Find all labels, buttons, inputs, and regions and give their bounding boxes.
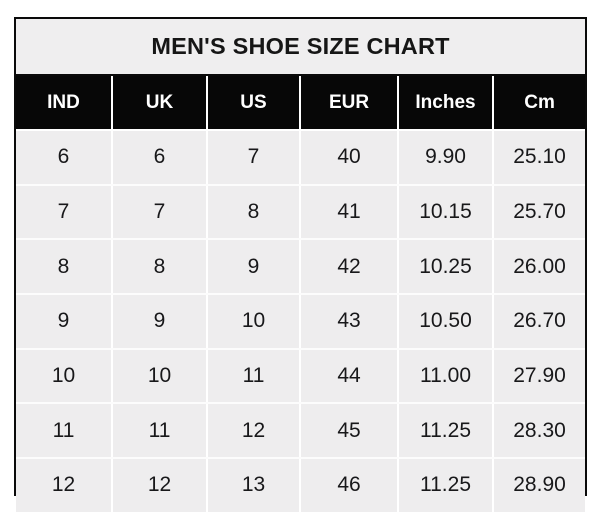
cell-us: 8: [207, 184, 301, 241]
table-row: 6 6 7 40 9.90 25.10: [16, 130, 586, 186]
cell-uk: 11: [112, 403, 208, 460]
cell-eur: 45: [300, 403, 399, 460]
table-row: 9 9 10 43 10.50 26.70: [16, 294, 586, 350]
cell-inches: 10.25: [398, 239, 494, 296]
cell-eur: 46: [300, 458, 399, 512]
table-row: 7 7 8 41 10.15 25.70: [16, 184, 586, 241]
cell-ind: 7: [16, 184, 113, 241]
cell-cm: 26.70: [493, 294, 586, 350]
cell-uk: 8: [112, 239, 208, 296]
cell-ind: 6: [16, 130, 113, 186]
column-header-inches: Inches: [398, 75, 494, 131]
cell-cm: 25.70: [493, 184, 586, 241]
cell-inches: 9.90: [398, 130, 494, 186]
cell-ind: 11: [16, 403, 113, 460]
column-header-eur: EUR: [300, 75, 399, 131]
cell-eur: 44: [300, 348, 399, 405]
cell-us: 13: [207, 458, 301, 512]
cell-cm: 26.00: [493, 239, 586, 296]
cell-inches: 11.25: [398, 458, 494, 512]
cell-cm: 27.90: [493, 348, 586, 405]
cell-ind: 8: [16, 239, 113, 296]
size-chart-container: MEN'S SHOE SIZE CHART IND UK US EUR Inch…: [14, 17, 587, 512]
cell-uk: 7: [112, 184, 208, 241]
cell-uk: 6: [112, 130, 208, 186]
cell-eur: 42: [300, 239, 399, 296]
shoe-size-table: MEN'S SHOE SIZE CHART IND UK US EUR Inch…: [16, 19, 586, 512]
cell-ind: 9: [16, 294, 113, 350]
column-header-us: US: [207, 75, 301, 131]
cell-us: 9: [207, 239, 301, 296]
table-row: 12 12 13 46 11.25 28.90: [16, 458, 586, 512]
cell-ind: 12: [16, 458, 113, 512]
cell-us: 10: [207, 294, 301, 350]
cell-cm: 28.90: [493, 458, 586, 512]
column-header-uk: UK: [112, 75, 208, 131]
cell-inches: 10.15: [398, 184, 494, 241]
cell-uk: 10: [112, 348, 208, 405]
cell-cm: 25.10: [493, 130, 586, 186]
cell-eur: 41: [300, 184, 399, 241]
cell-ind: 10: [16, 348, 113, 405]
chart-title: MEN'S SHOE SIZE CHART: [16, 19, 586, 76]
cell-uk: 9: [112, 294, 208, 350]
table-row: 8 8 9 42 10.25 26.00: [16, 239, 586, 296]
cell-inches: 11.00: [398, 348, 494, 405]
cell-us: 7: [207, 130, 301, 186]
title-row: MEN'S SHOE SIZE CHART: [16, 19, 586, 76]
cell-inches: 10.50: [398, 294, 494, 350]
cell-us: 11: [207, 348, 301, 405]
column-header-ind: IND: [16, 75, 113, 131]
cell-eur: 43: [300, 294, 399, 350]
cell-uk: 12: [112, 458, 208, 512]
table-row: 11 11 12 45 11.25 28.30: [16, 403, 586, 460]
cell-inches: 11.25: [398, 403, 494, 460]
column-header-cm: Cm: [493, 75, 586, 131]
table-row: 10 10 11 44 11.00 27.90: [16, 348, 586, 405]
cell-eur: 40: [300, 130, 399, 186]
cell-us: 12: [207, 403, 301, 460]
cell-cm: 28.30: [493, 403, 586, 460]
column-header-row: IND UK US EUR Inches Cm: [16, 75, 586, 131]
